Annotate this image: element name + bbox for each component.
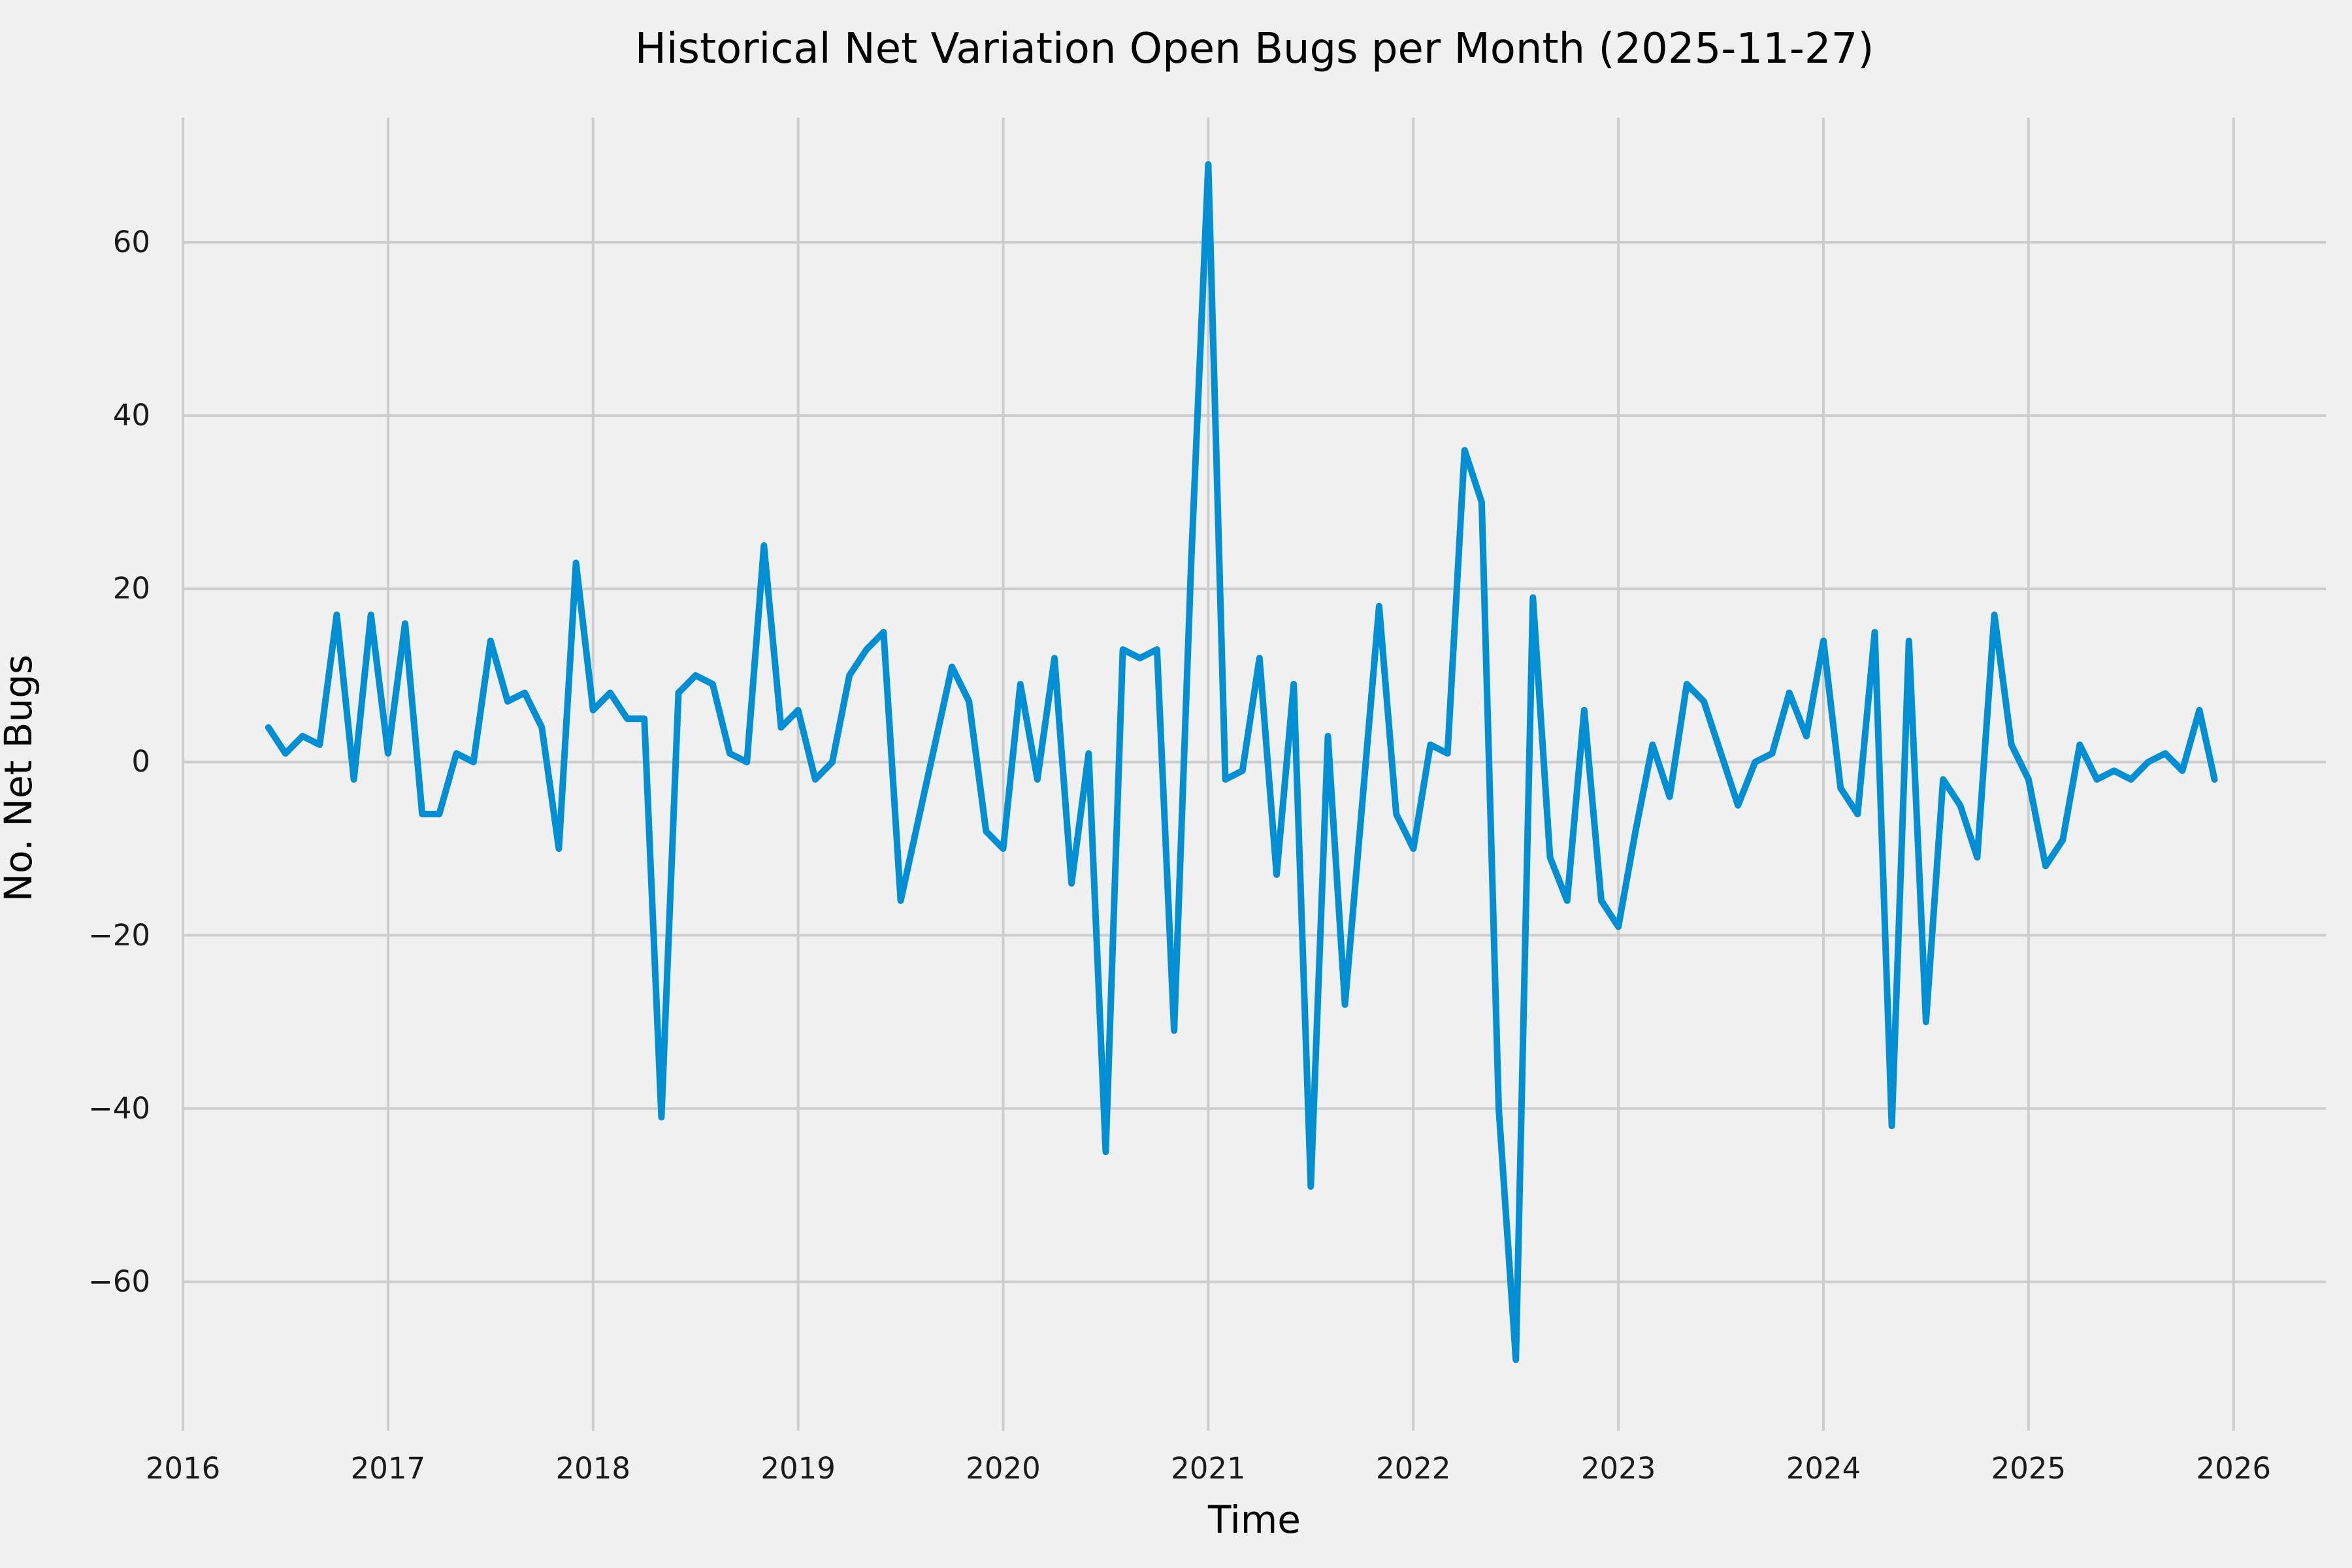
x-tick-label: 2026 [2196,1451,2272,1486]
y-tick-label: 0 [131,744,150,779]
y-tick-label: 60 [112,224,150,259]
x-tick-label: 2025 [1991,1451,2066,1486]
y-tick-label: −20 [88,917,150,953]
x-tick-label: 2022 [1375,1451,1451,1486]
x-tick-label: 2016 [145,1451,221,1486]
y-tick-label: 40 [112,398,150,433]
grid-layer [182,118,2326,1431]
x-tick-label: 2023 [1580,1451,1656,1486]
y-tick-label: −60 [88,1264,150,1299]
x-axis-label: Time [1208,1497,1301,1542]
x-tick-label: 2019 [760,1451,836,1486]
x-tick-label: 2021 [1171,1451,1246,1486]
line-layer [265,161,2218,1364]
x-tick-label: 2024 [1786,1451,1861,1486]
chart-title: Historical Net Variation Open Bugs per M… [634,25,1874,73]
x-tick-label: 2018 [555,1451,631,1486]
x-tick-label: 2017 [350,1451,426,1486]
y-axis-label: No. Net Bugs [0,654,41,902]
y-tick-label: 20 [112,571,150,606]
data-line-net-bugs [265,161,2218,1364]
y-tick-label: −40 [88,1090,150,1126]
x-tick-label: 2020 [966,1451,1041,1486]
